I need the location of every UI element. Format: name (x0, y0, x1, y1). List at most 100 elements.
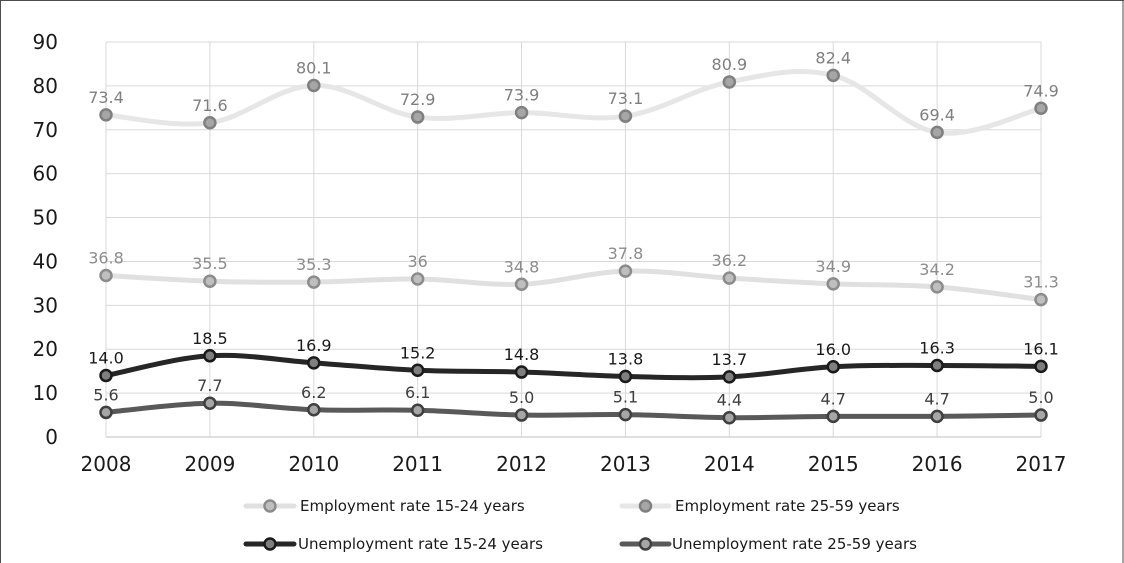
data-label: 13.8 (608, 349, 644, 368)
legend-item-3: Unemployment rate 25-59 years (619, 535, 917, 553)
y-tick-label: 0 (45, 425, 58, 449)
data-point (826, 409, 840, 424)
data-label: 34.2 (919, 260, 955, 279)
data-label: 34.8 (504, 257, 540, 276)
data-point (1034, 101, 1048, 116)
data-point (99, 108, 113, 122)
series-markers (99, 68, 1048, 425)
data-point (722, 370, 737, 384)
data-point (930, 280, 944, 294)
data-point (307, 78, 321, 93)
data-point (1034, 292, 1048, 307)
data-label: 72.9 (400, 90, 436, 109)
data-label: 34.9 (815, 257, 851, 276)
data-point (514, 365, 529, 379)
x-tick-label: 2017 (1016, 452, 1067, 476)
data-point (514, 277, 529, 292)
data-label: 15.2 (400, 343, 436, 362)
data-point (203, 274, 217, 288)
x-tick-label: 2011 (392, 452, 443, 476)
data-point (514, 408, 529, 422)
legend-label: Employment rate 15-24 years (300, 497, 525, 515)
series-lines (103, 69, 1044, 421)
data-point (618, 109, 633, 123)
data-point (930, 358, 944, 373)
data-point (826, 360, 840, 374)
data-point (618, 407, 633, 422)
grid (105, 41, 1042, 437)
legend-marker (263, 537, 277, 551)
data-label: 6.2 (301, 383, 326, 402)
data-point (203, 116, 217, 130)
data-point (826, 277, 840, 291)
data-label: 82.4 (815, 48, 851, 67)
data-point (722, 410, 737, 425)
x-tick-label: 2012 (496, 452, 547, 476)
data-point (410, 110, 425, 124)
data-label: 36 (407, 252, 427, 271)
data-point (410, 363, 425, 378)
data-point (203, 349, 217, 363)
data-label: 35.3 (296, 255, 332, 274)
data-label: 73.1 (608, 89, 644, 108)
data-point (307, 356, 321, 370)
data-point (826, 68, 840, 83)
x-tick-label: 2015 (808, 452, 859, 476)
y-tick-label: 20 (33, 337, 58, 361)
data-label: 16.3 (919, 338, 955, 357)
data-point (410, 403, 425, 417)
data-point (1034, 359, 1048, 374)
legend-marker (638, 499, 653, 513)
x-tick-label: 2009 (184, 452, 235, 476)
data-label: 73.4 (88, 88, 124, 107)
data-label: 5.6 (93, 385, 118, 404)
x-tick-label: 2008 (81, 452, 132, 476)
data-label: 37.8 (608, 244, 644, 263)
y-tick-label: 80 (33, 74, 58, 98)
data-point (618, 264, 633, 278)
x-tick-label: 2013 (600, 452, 651, 476)
data-label: 74.9 (1023, 81, 1059, 100)
data-label: 4.7 (820, 389, 845, 408)
x-tick-label: 2016 (912, 452, 963, 476)
legend-item-0: Employment rate 15-24 years (243, 497, 525, 515)
y-tick-label: 50 (33, 206, 58, 230)
data-point (307, 403, 321, 417)
data-label: 36.8 (88, 248, 124, 267)
x-tick-label: 2014 (704, 452, 755, 476)
data-point (722, 75, 737, 89)
data-point (930, 409, 944, 424)
legend-item-1: Employment rate 25-59 years (619, 497, 900, 515)
legend-marker (638, 537, 653, 551)
data-label: 36.2 (712, 251, 748, 270)
data-point (99, 368, 113, 383)
data-label: 13.7 (712, 350, 748, 369)
data-point (1034, 408, 1048, 422)
data-labels: 36.8 35.5 35.3 36 34.8 37.8 36.2 34.9 34.2 31.3 73… (88, 48, 1059, 409)
data-label: 4.7 (924, 389, 949, 408)
data-label: 16.1 (1023, 339, 1059, 358)
legend-item-2: Unemployment rate 15-24 years (243, 535, 543, 553)
data-label: 16.0 (815, 340, 851, 359)
y-tick-label: 10 (33, 381, 58, 405)
data-label: 7.7 (197, 376, 222, 395)
data-label: 80.1 (296, 58, 332, 77)
y-tick-label: 40 (33, 249, 58, 273)
data-label: 5.0 (1028, 388, 1053, 407)
y-tick-label: 90 (33, 30, 58, 54)
data-label: 6.1 (405, 383, 430, 402)
data-point (722, 271, 737, 285)
data-point (99, 268, 113, 283)
data-point (930, 125, 944, 140)
legend-label: Unemployment rate 25-59 years (672, 535, 917, 553)
data-label: 14.8 (504, 345, 540, 364)
data-label: 5.0 (509, 388, 534, 407)
y-tick-label: 70 (33, 118, 58, 142)
legend-marker (263, 499, 277, 513)
data-point (99, 405, 113, 420)
series-line-3 (103, 400, 1044, 421)
legend: Employment rate 15-24 years Employment ra… (243, 497, 917, 553)
series-line-2 (103, 352, 1044, 381)
